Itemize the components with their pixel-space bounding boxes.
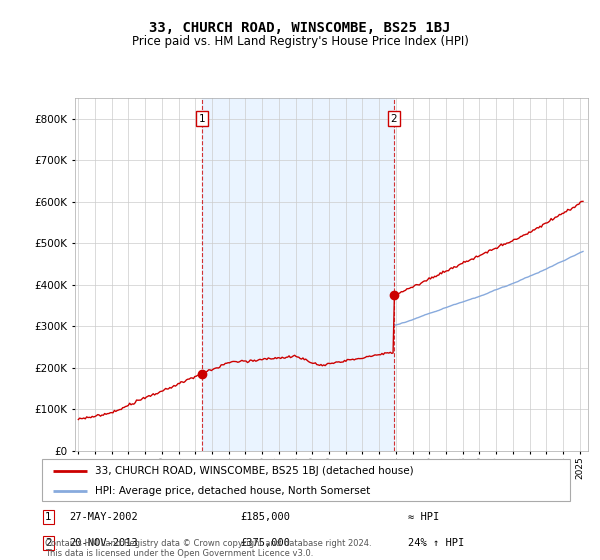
Text: Price paid vs. HM Land Registry's House Price Index (HPI): Price paid vs. HM Land Registry's House … — [131, 35, 469, 48]
Text: 2: 2 — [45, 538, 52, 548]
Text: ≈ HPI: ≈ HPI — [408, 512, 439, 522]
Text: 1: 1 — [199, 114, 205, 124]
Bar — [202, 98, 394, 451]
Text: £185,000: £185,000 — [240, 512, 290, 522]
Text: HPI: Average price, detached house, North Somerset: HPI: Average price, detached house, Nort… — [95, 486, 370, 496]
Text: 20-NOV-2013: 20-NOV-2013 — [69, 538, 138, 548]
Text: 1: 1 — [45, 512, 52, 522]
Text: 33, CHURCH ROAD, WINSCOMBE, BS25 1BJ: 33, CHURCH ROAD, WINSCOMBE, BS25 1BJ — [149, 21, 451, 35]
Text: 24% ↑ HPI: 24% ↑ HPI — [408, 538, 464, 548]
Text: 27-MAY-2002: 27-MAY-2002 — [69, 512, 138, 522]
Text: 2: 2 — [391, 114, 397, 124]
Text: £375,000: £375,000 — [240, 538, 290, 548]
Text: Contains HM Land Registry data © Crown copyright and database right 2024.
This d: Contains HM Land Registry data © Crown c… — [45, 539, 371, 558]
FancyBboxPatch shape — [42, 459, 570, 501]
Text: 33, CHURCH ROAD, WINSCOMBE, BS25 1BJ (detached house): 33, CHURCH ROAD, WINSCOMBE, BS25 1BJ (de… — [95, 466, 413, 476]
